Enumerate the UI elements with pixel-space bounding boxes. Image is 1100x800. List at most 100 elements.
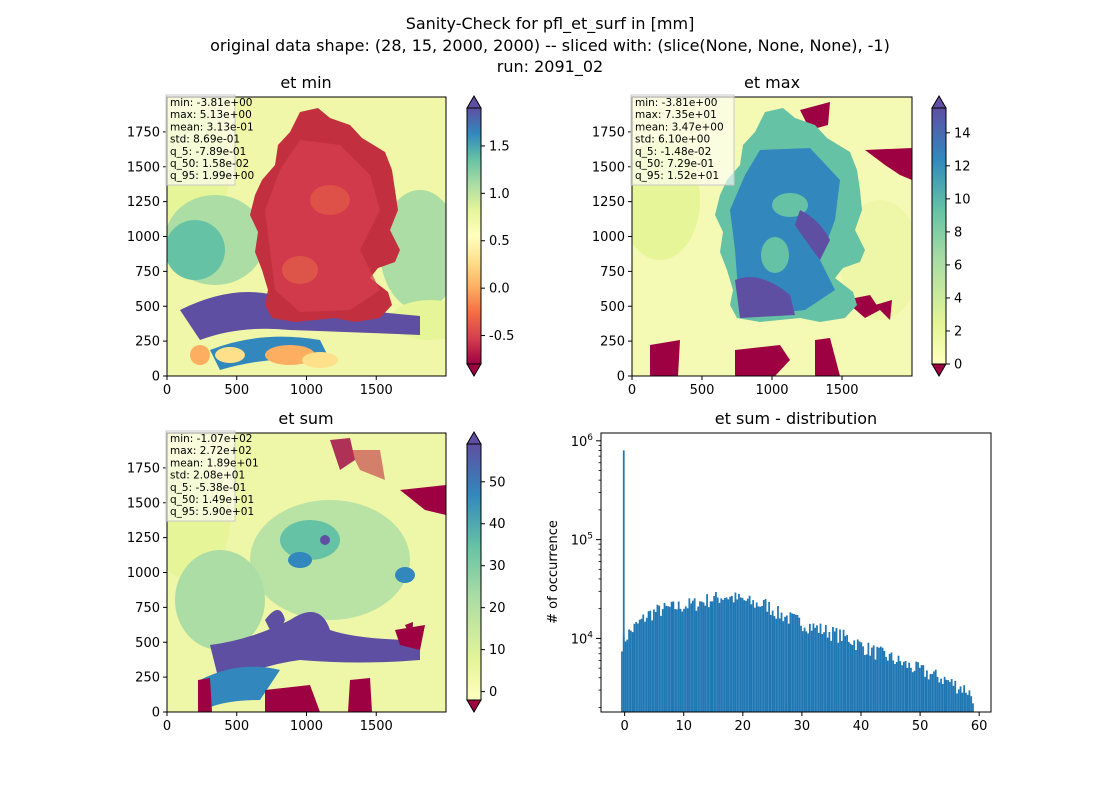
panel-et-max: et max 0 500 1000 1500 0 250 500 750 1000 1250 150…: [592, 73, 971, 398]
y-tick-label: 1750: [592, 125, 625, 140]
colorbar-tick-label: 10: [489, 643, 506, 658]
histogram-bar: [670, 601, 673, 712]
x-tick-label: 1500: [360, 383, 393, 398]
hist-y-tick-label: 105: [571, 532, 593, 549]
histogram-bars: [621, 450, 974, 712]
histogram-bar: [867, 642, 870, 712]
histogram-bar: [778, 618, 781, 712]
y-tick-label: 0: [152, 370, 160, 385]
histogram-bar: [677, 601, 680, 712]
histogram-bar: [700, 601, 703, 712]
histogram-bar: [621, 651, 623, 712]
stats-line: q_5: -5.38e-01: [170, 482, 246, 494]
histogram-bar: [855, 649, 857, 712]
colorbar-tick-label: 1.5: [489, 139, 510, 154]
histogram-bar: [725, 597, 728, 712]
hist-x-tick-label: 20: [735, 719, 752, 734]
histogram-bar: [754, 607, 756, 712]
histogram-bar: [732, 602, 735, 712]
et-min-ticks: 0 500 1000 1500 0 250 500 750 1000 1250 1500 1750: [127, 125, 393, 398]
x-tick-label: 0: [163, 383, 171, 398]
et-min-heatmap-image: [167, 97, 446, 376]
panel-et-min-title: et min: [280, 73, 331, 92]
y-tick-label: 750: [600, 265, 625, 280]
histogram-bar: [738, 593, 740, 712]
et-sum-colorbar: 0 10 20 30 40 50: [466, 431, 506, 713]
stats-line: max: 7.35e+01: [635, 109, 717, 121]
histogram-bar: [947, 680, 950, 712]
histogram-bar: [819, 623, 822, 712]
colorbar-tick-label: 12: [954, 159, 971, 174]
histogram-bar: [821, 633, 824, 712]
histogram-bar: [860, 642, 863, 712]
histogram-bar: [791, 613, 794, 712]
histogram-bar: [941, 684, 944, 712]
y-tick-label: 1250: [127, 531, 160, 546]
histogram-bar: [933, 671, 935, 712]
histogram-bar: [658, 605, 661, 712]
histogram-bar: [663, 602, 666, 712]
histogram-bar: [739, 597, 742, 712]
y-tick-label: 1750: [127, 125, 160, 140]
histogram-bar: [690, 603, 692, 712]
histogram-bar: [862, 646, 864, 712]
histogram-bar: [743, 600, 746, 712]
colorbar-tick-label: 2: [954, 324, 962, 339]
histogram-bar: [851, 645, 854, 712]
histogram-bar: [824, 624, 827, 712]
y-tick-label: 500: [600, 300, 625, 315]
y-tick-label: 0: [617, 370, 625, 385]
panel-et-sum-title: et sum: [278, 409, 333, 428]
histogram-bar: [950, 678, 953, 712]
histogram-bar: [761, 605, 763, 712]
histogram-bar: [895, 661, 898, 712]
histogram-bar: [727, 599, 730, 712]
histogram-bar: [674, 609, 677, 712]
stats-line: min: -1.07e+02: [170, 433, 252, 445]
histogram-bar: [695, 610, 698, 712]
histogram-bar: [715, 592, 717, 712]
histogram-bar: [961, 692, 964, 712]
histogram-bar: [929, 674, 932, 712]
histogram-bar: [809, 623, 811, 712]
panel-et-sum-distribution: et sum - distribution 0 10 20 30 40 50 60 104 10…: [546, 409, 992, 734]
histogram-bar: [965, 692, 967, 712]
y-tick-label: 1000: [127, 230, 160, 245]
histogram-bar: [780, 612, 783, 712]
histogram-bar: [706, 594, 708, 712]
histogram-bar: [794, 614, 797, 712]
histogram-bar: [938, 682, 941, 712]
x-tick-label: 500: [224, 383, 249, 398]
colorbar-tick-label: 30: [489, 559, 506, 574]
histogram-bar: [770, 614, 772, 712]
histogram-bar: [830, 640, 833, 712]
colorbar-tick-label: 0: [489, 685, 497, 700]
histogram-bar: [755, 602, 758, 712]
histogram-bar: [883, 650, 886, 712]
histogram-ylabel: # of occurrence: [546, 520, 561, 624]
stats-line: q_50: 7.29e-01: [635, 158, 714, 170]
histogram-bar: [842, 629, 845, 712]
histogram-bar: [631, 632, 634, 712]
histogram-bar: [787, 623, 790, 712]
histogram-bar: [752, 600, 755, 712]
histogram-bar: [645, 617, 648, 712]
histogram-bar: [908, 662, 911, 712]
histogram-bar: [858, 641, 861, 712]
histogram-bar: [736, 599, 739, 712]
histogram-bar: [906, 667, 909, 712]
y-tick-label: 750: [135, 601, 160, 616]
colorbar-tick-label: 14: [954, 126, 971, 141]
colorbar-tick-label: 40: [489, 517, 506, 532]
histogram-bar: [963, 685, 965, 712]
y-tick-label: 1250: [592, 195, 625, 210]
histogram-bar: [853, 640, 856, 712]
histogram-bar: [934, 669, 937, 712]
histogram-bar: [768, 601, 770, 712]
histogram-bar: [683, 608, 685, 712]
y-tick-label: 250: [600, 335, 625, 350]
stats-line: q_50: 1.58e-02: [170, 158, 249, 170]
histogram-bar: [642, 614, 645, 712]
histogram-bar: [844, 636, 847, 712]
